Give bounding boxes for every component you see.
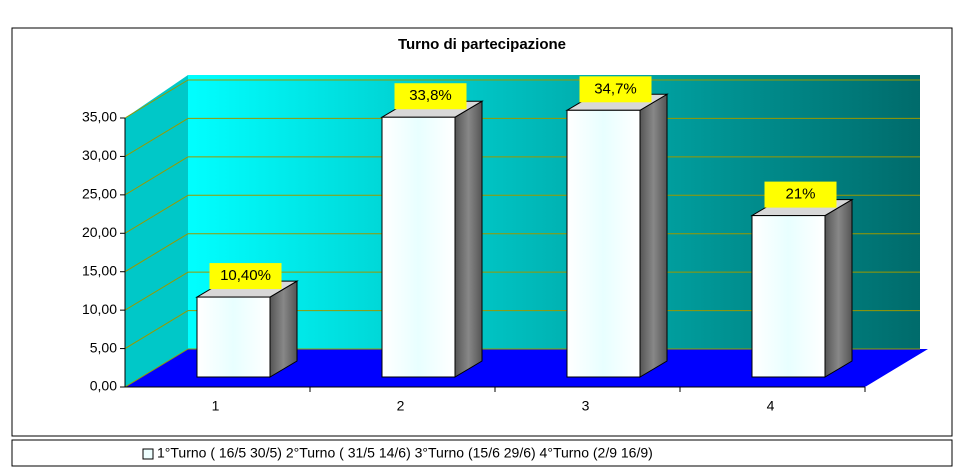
- floor: [125, 349, 928, 387]
- back-wall: [188, 75, 920, 349]
- grid-line: [124, 271, 189, 311]
- grid-line: [124, 310, 189, 349]
- grid-line: [124, 79, 189, 119]
- bar-side: [269, 280, 298, 378]
- bar-side: [639, 93, 668, 378]
- legend-frame: [11, 439, 953, 467]
- bar: [196, 296, 271, 378]
- data-label: 10,40%: [220, 267, 271, 284]
- grid-line: [124, 348, 189, 388]
- data-label-box: [209, 263, 282, 290]
- y-tick-label: 10,00: [82, 301, 117, 317]
- y-tick-label: 35,00: [82, 109, 117, 125]
- data-label-box: [579, 76, 652, 103]
- data-label: 34,7%: [594, 80, 637, 97]
- legend-swatch: [142, 448, 154, 460]
- bar-side: [824, 198, 853, 378]
- grid-line: [124, 233, 189, 273]
- y-tick-label: 15,00: [82, 262, 117, 278]
- data-label-box: [394, 83, 467, 110]
- x-tick-label: 4: [767, 398, 775, 414]
- side-wall: [125, 75, 188, 387]
- y-tick-label: 20,00: [82, 224, 117, 240]
- bar: [566, 109, 641, 378]
- y-tick-label: 25,00: [82, 186, 117, 202]
- bar: [381, 116, 456, 378]
- legend-label: 1°Turno ( 16/5 30/5) 2°Turno ( 31/5 14/6…: [157, 445, 653, 461]
- bar: [751, 215, 826, 378]
- y-tick-label: 30,00: [82, 147, 117, 163]
- x-tick-label: 3: [582, 398, 590, 414]
- data-label: 21%: [785, 186, 815, 203]
- grid-line: [124, 118, 189, 157]
- chart-title: Turno di partecipazione: [398, 36, 566, 53]
- y-tick-label: 5,00: [90, 339, 117, 355]
- grid-line: [124, 194, 189, 234]
- x-tick-label: 1: [212, 398, 220, 414]
- bar-side: [454, 100, 483, 378]
- y-tick-label: 0,00: [90, 378, 117, 394]
- data-label: 33,8%: [409, 87, 452, 104]
- data-label-box: [764, 181, 837, 208]
- grid-line: [124, 156, 189, 196]
- x-tick-label: 2: [397, 398, 405, 414]
